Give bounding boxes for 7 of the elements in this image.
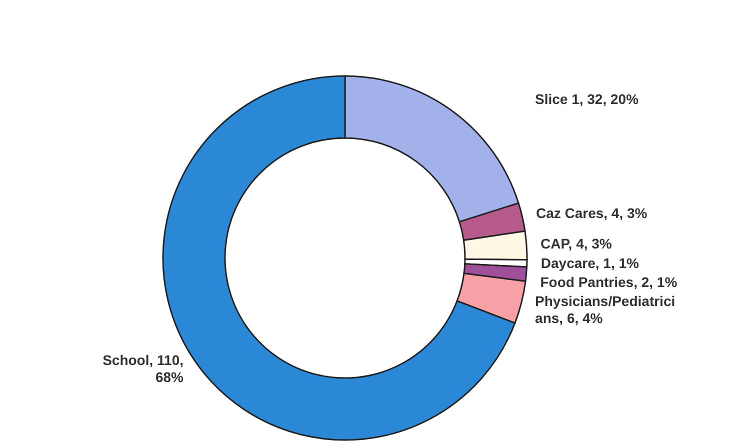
slice-label: Slice 1, 32, 20% [535, 91, 640, 108]
slice-label: School, 110, 68% [102, 352, 184, 385]
slice-label: CAP, 4, 3% [540, 236, 612, 252]
slice-label: Daycare, 1, 1% [540, 255, 640, 272]
slice-label: Physicians/Pediatricians, 6, 4% [535, 293, 676, 326]
slice-label: Food Pantries, 2, 1% [540, 274, 678, 290]
slice-label: Caz Cares, 4, 3% [536, 205, 648, 222]
